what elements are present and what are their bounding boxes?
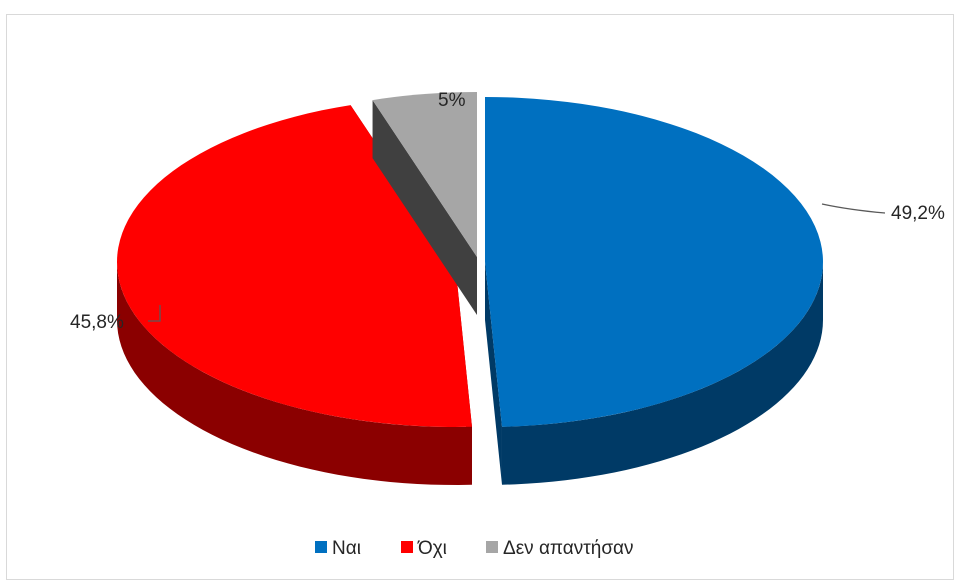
legend-swatch-no-answer	[486, 541, 498, 553]
data-label-no: 45,8%	[70, 312, 124, 333]
pie-slices	[117, 92, 823, 485]
pie-slice-yes	[485, 97, 823, 485]
legend-label-no: Όχι	[417, 538, 447, 559]
pie-slice-yes-side-1	[485, 262, 502, 485]
legend-swatch-no	[401, 541, 413, 553]
data-label-yes: 49,2%	[891, 203, 945, 224]
legend: Ναι Όχι Δεν απαντήσαν	[315, 538, 634, 559]
pie-slice-no-top	[117, 105, 472, 427]
leader-line-no	[148, 305, 161, 322]
pie-slice-yes-top	[485, 97, 823, 427]
legend-label-no-answer: Δεν απαντήσαν	[503, 538, 634, 559]
pie-slice-no-answer	[372, 92, 477, 315]
pie-slice-no-answer-side-0	[372, 100, 477, 315]
pie-slice-yes-rim	[501, 262, 823, 485]
data-label-no-answer: 5%	[438, 90, 466, 111]
pie-slice-no-rim	[117, 262, 472, 485]
legend-label-yes: Ναι	[332, 538, 361, 559]
data-labels: 49,2% 45,8% 5%	[70, 90, 945, 333]
leader-line-yes	[821, 203, 886, 214]
pie-slice-no-answer-top	[372, 92, 477, 257]
legend-swatch-yes	[315, 541, 327, 553]
